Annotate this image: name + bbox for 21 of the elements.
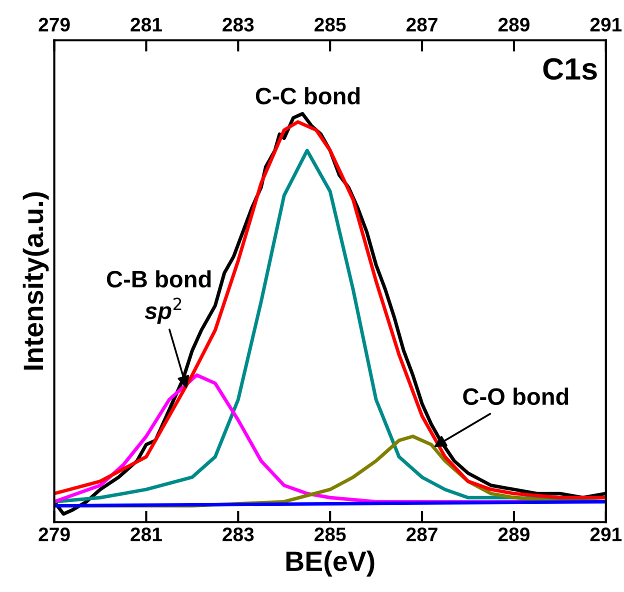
x-axis-title: BE(eV) xyxy=(286,550,374,577)
x-tick-label: 279 xyxy=(38,528,70,542)
annotation: C-O bond xyxy=(463,388,568,405)
y-axis-title: Intensity(a.u.) xyxy=(22,192,49,370)
x2-tick-label: 285 xyxy=(314,18,346,32)
x2-tick-label: 279 xyxy=(38,18,70,32)
x-tick-label: 287 xyxy=(406,528,438,542)
x-tick-label: 285 xyxy=(314,528,346,542)
x-tick-label: 283 xyxy=(222,528,254,542)
x2-tick-label: 283 xyxy=(222,18,254,32)
x-tick-label: 291 xyxy=(590,528,622,542)
x2-tick-label: 281 xyxy=(130,18,162,32)
x-tick-label: 289 xyxy=(498,528,530,542)
annotation: C-B bond xyxy=(106,270,211,288)
annotation: sp$^{2}$ xyxy=(144,298,182,324)
x-tick-label: 281 xyxy=(130,528,162,542)
x2-tick-label: 287 xyxy=(406,18,438,32)
text: C1s xyxy=(543,58,597,80)
x2-tick-label: 291 xyxy=(590,18,622,32)
text: C-C bond xyxy=(256,87,360,104)
x2-tick-label: 289 xyxy=(498,18,530,32)
